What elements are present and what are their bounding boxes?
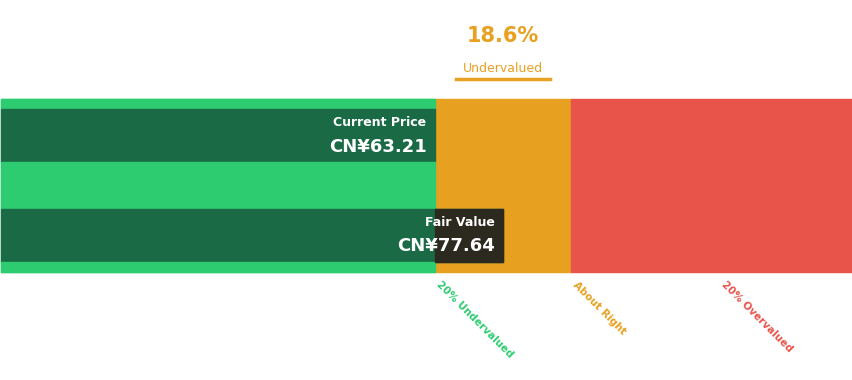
Bar	[2, 173, 435, 198]
Text: 18.6%: 18.6%	[466, 25, 538, 46]
Bar	[2, 99, 435, 109]
Text: 20% Undervalued: 20% Undervalued	[435, 280, 515, 360]
Text: CN¥63.21: CN¥63.21	[328, 138, 426, 156]
Bar	[2, 209, 503, 262]
Bar	[2, 99, 435, 272]
Bar	[435, 209, 503, 262]
Text: About Right: About Right	[570, 280, 627, 336]
Bar	[2, 109, 435, 162]
Text: Undervalued: Undervalued	[463, 62, 543, 75]
Text: 20% Overvalued: 20% Overvalued	[719, 280, 794, 355]
Text: CN¥77.64: CN¥77.64	[396, 238, 494, 255]
Bar	[2, 262, 435, 272]
Bar	[2, 162, 435, 173]
Text: Fair Value: Fair Value	[424, 216, 494, 229]
Text: Current Price: Current Price	[333, 117, 426, 130]
Bar	[570, 99, 850, 272]
Bar	[435, 99, 570, 272]
Bar	[2, 198, 435, 209]
